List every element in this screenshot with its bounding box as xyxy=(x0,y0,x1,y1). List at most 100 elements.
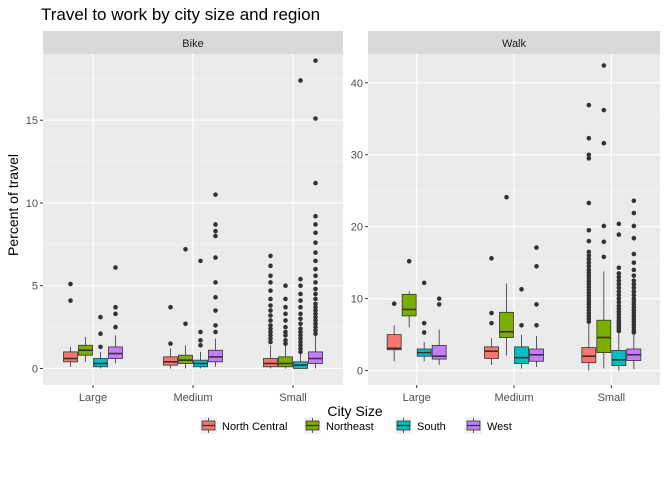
box-medium-northeast xyxy=(499,194,514,356)
box-body xyxy=(93,358,108,368)
outlier-point xyxy=(601,140,607,146)
outlier-point xyxy=(586,256,592,262)
outlier-point xyxy=(616,274,622,280)
outlier-point xyxy=(631,251,637,257)
outlier-point xyxy=(313,213,318,219)
outlier-point xyxy=(283,304,288,310)
y-tick-label: 0 xyxy=(357,366,363,378)
outlier-point xyxy=(616,278,622,283)
box-body xyxy=(308,351,323,364)
outlier-point xyxy=(601,63,607,68)
outlier-point xyxy=(313,116,318,121)
x-tick-label: Small xyxy=(279,392,307,404)
y-tick-label: 40 xyxy=(351,78,363,90)
outlier-point xyxy=(631,292,637,298)
outlier-point xyxy=(616,265,622,271)
outlier-point xyxy=(298,304,303,310)
outlier-point xyxy=(268,323,273,328)
legend-item-north-central: North Central xyxy=(200,417,287,434)
outlier-point xyxy=(283,318,288,323)
outlier-point xyxy=(268,336,273,341)
legend-label: South xyxy=(417,421,446,433)
outlier-point xyxy=(183,246,188,252)
outlier-point xyxy=(113,311,118,317)
outlier-point xyxy=(283,333,288,338)
outlier-point xyxy=(313,301,318,307)
outlier-point xyxy=(198,338,203,343)
box-body xyxy=(596,319,612,354)
outlier-point xyxy=(586,238,592,244)
outlier-point xyxy=(168,304,173,310)
outlier-point xyxy=(213,192,218,197)
outlier-point xyxy=(313,230,318,236)
outlier-point xyxy=(98,344,103,350)
outlier-point xyxy=(298,329,303,335)
outlier-point xyxy=(586,135,592,141)
outlier-point xyxy=(268,273,273,279)
outlier-point xyxy=(586,156,592,161)
x-axis-label: City Size xyxy=(327,403,382,419)
legend: North Central Northeast South West xyxy=(200,417,512,434)
legend-item-south: South xyxy=(395,417,446,434)
outlier-point xyxy=(98,331,103,336)
outlier-point xyxy=(534,322,539,328)
outlier-point xyxy=(213,233,218,239)
outlier-point xyxy=(298,283,303,289)
outlier-point xyxy=(601,254,607,260)
box-body xyxy=(401,293,417,317)
panel-walk: Walk 0 10 20 30 40 Large Medium Small xyxy=(351,31,660,404)
y-tick-label: 5 xyxy=(32,281,38,293)
outlier-point xyxy=(616,303,622,309)
outlier-point xyxy=(268,263,273,269)
facet-strip-label: Bike xyxy=(182,38,203,50)
box-medium-west xyxy=(529,245,544,368)
outlier-point xyxy=(283,296,288,302)
box-body xyxy=(484,346,499,359)
outlier-point xyxy=(213,222,218,227)
outlier-point xyxy=(586,260,592,265)
box-large-north-central xyxy=(386,301,402,362)
outlier-point xyxy=(68,281,73,287)
outlier-point xyxy=(313,318,318,323)
box-body xyxy=(386,334,402,351)
outlier-point xyxy=(268,333,273,338)
outlier-point xyxy=(313,324,318,330)
outlier-point xyxy=(183,321,188,327)
outlier-point xyxy=(313,286,318,292)
outlier-point xyxy=(213,228,218,234)
outlier-point xyxy=(489,310,494,316)
outlier-point xyxy=(298,298,303,303)
outlier-point xyxy=(213,323,218,328)
outlier-point xyxy=(616,299,622,305)
outlier-point xyxy=(98,314,103,320)
outlier-point xyxy=(268,296,273,302)
outlier-point xyxy=(313,296,318,302)
box-large-south xyxy=(416,280,432,362)
outlier-point xyxy=(198,258,203,264)
box-medium-south xyxy=(193,258,208,369)
outlier-point xyxy=(168,341,173,346)
box-body xyxy=(208,349,223,363)
outlier-point xyxy=(313,58,318,63)
outlier-point xyxy=(113,304,118,310)
outlier-point xyxy=(586,152,592,158)
outlier-point xyxy=(268,318,273,323)
outlier-point xyxy=(313,222,318,227)
outlier-point xyxy=(489,256,494,261)
outlier-point xyxy=(616,289,622,294)
outlier-point xyxy=(68,298,73,303)
outlier-point xyxy=(298,333,303,338)
outlier-point xyxy=(283,311,288,317)
y-tick-label: 30 xyxy=(351,150,363,162)
outlier-point xyxy=(213,329,218,335)
outlier-point xyxy=(313,314,318,320)
box-large-northeast xyxy=(401,258,417,328)
outlier-point xyxy=(631,278,637,283)
outlier-point xyxy=(268,303,273,308)
outlier-point xyxy=(534,302,539,307)
outlier-point xyxy=(616,292,622,298)
y-tick-label: 20 xyxy=(351,222,363,234)
outlier-point xyxy=(298,311,303,317)
outlier-point xyxy=(586,263,592,269)
outlier-point xyxy=(631,198,637,204)
